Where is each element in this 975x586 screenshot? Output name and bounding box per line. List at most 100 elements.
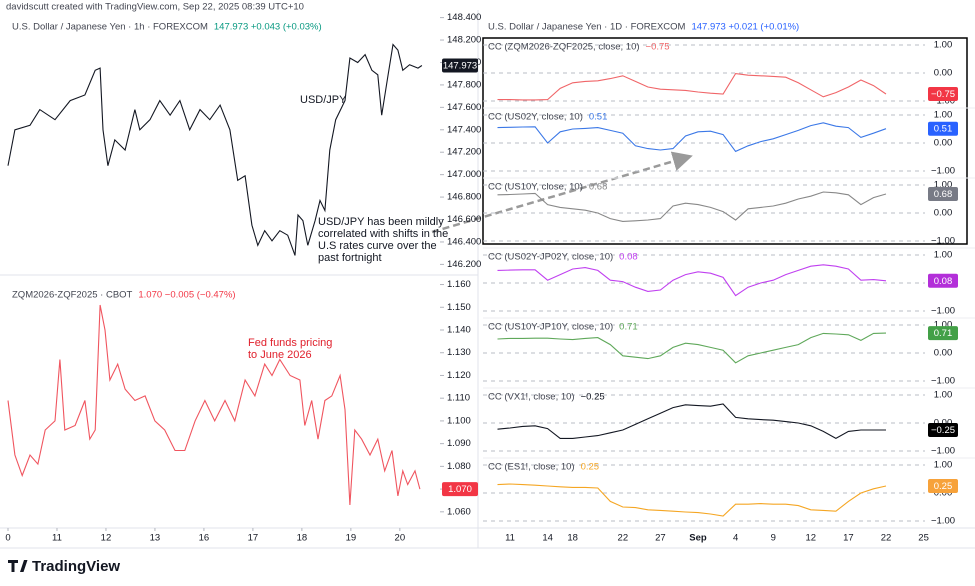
last-price-badge-bg — [442, 482, 478, 497]
correlation-line — [497, 122, 887, 153]
series-badge-bg — [928, 326, 958, 341]
quote: 1.070 −0.005 (−0.47%) — [138, 290, 235, 301]
annotation: USD/JPY — [300, 94, 347, 106]
series-value: 0.25 — [581, 462, 600, 473]
x-tick-label: 0 — [5, 533, 10, 544]
y-tick-label: 1.130 — [447, 347, 471, 358]
chart-title: U.S. Dollar / Japanese Yen · 1h · FOREXC… — [12, 22, 208, 33]
annotation: past fortnight — [318, 252, 382, 264]
y-tick-label: 1.00 — [934, 460, 953, 471]
series-badge-bg — [928, 121, 958, 136]
annotation: correlated with shifts in the — [318, 228, 448, 240]
brand: TradingView — [32, 558, 120, 575]
series-name: CC (US10Y-JP10Y, close, 10) — [488, 322, 613, 333]
y-tick-label: 1.110 — [447, 393, 470, 404]
watermark: davidscutt created with TradingView.com,… — [6, 2, 304, 13]
y-tick-label: 147.000 — [447, 169, 481, 180]
x-tick-label: 27 — [655, 533, 666, 544]
y-tick-label: −1.00 — [931, 306, 955, 317]
x-tick-label: 13 — [150, 533, 161, 544]
series-name: CC (US02Y-JP02Y, close, 10) — [488, 252, 613, 263]
y-tick-label: −1.00 — [931, 376, 955, 387]
correlation-line — [497, 73, 887, 101]
chart-title: ZQM2026-ZQF2025 · CBOT — [12, 290, 133, 301]
y-tick-label: 1.00 — [934, 390, 953, 401]
y-tick-label: 147.200 — [447, 147, 481, 158]
series-badge-bg — [928, 186, 958, 201]
correlation-line — [497, 403, 886, 440]
series-badge: 0.71 — [934, 328, 953, 339]
y-tick-label: −1.00 — [931, 236, 955, 247]
series-badge: 0.51 — [934, 124, 953, 135]
y-tick-label: 0.00 — [934, 138, 953, 149]
y-tick-label: 147.800 — [447, 79, 481, 90]
series-value: 0.68 — [589, 182, 608, 193]
y-tick-label: 146.600 — [447, 214, 481, 225]
y-tick-label: 147.400 — [447, 124, 481, 135]
x-tick-label: 22 — [618, 533, 629, 544]
logo: TradingView — [8, 558, 120, 575]
series-badge: 0.68 — [934, 189, 953, 200]
y-tick-label: 0.00 — [934, 208, 953, 219]
y-tick-label: 1.00 — [934, 180, 953, 191]
y-tick-label: 1.090 — [447, 438, 471, 449]
annotation: to June 2026 — [248, 349, 312, 361]
series-value: 0.71 — [619, 322, 638, 333]
x-tick-label: 17 — [843, 533, 854, 544]
x-tick-label: 14 — [542, 533, 553, 544]
x-tick-label: 11 — [52, 533, 62, 544]
x-tick-label: 18 — [567, 533, 578, 544]
x-tick-label: 9 — [771, 533, 776, 544]
y-tick-label: 148.400 — [447, 12, 481, 23]
x-tick-label: 11 — [505, 533, 515, 544]
series-value: 0.51 — [589, 112, 608, 123]
y-tick-label: 146.200 — [447, 259, 481, 270]
y-tick-label: −1.00 — [931, 96, 955, 107]
annotation: USD/JPY has been mildly — [318, 216, 444, 228]
price-line — [7, 43, 423, 256]
series-name: CC (ES1!, close, 10) — [488, 462, 575, 473]
y-tick-label: 1.080 — [447, 461, 471, 472]
series-badge: 0.08 — [934, 276, 953, 287]
y-tick-label: 1.100 — [447, 415, 471, 426]
chart-title: U.S. Dollar / Japanese Yen · 1D · FOREXC… — [488, 22, 686, 33]
y-tick-label: 148.200 — [447, 35, 481, 46]
series-name: CC (ZQM2026-ZQF2025, close, 10) — [488, 42, 640, 53]
quote: 147.973 +0.043 (+0.03%) — [214, 22, 322, 33]
y-tick-label: −1.00 — [931, 516, 955, 527]
series-value: −0.25 — [581, 392, 605, 403]
y-tick-label: 1.00 — [934, 320, 953, 331]
y-tick-label: 1.140 — [447, 325, 471, 336]
quote: 147.973 +0.021 (+0.01%) — [691, 22, 799, 33]
series-value: 0.08 — [619, 252, 638, 263]
x-tick-label: 12 — [101, 533, 112, 544]
y-tick-label: 1.160 — [447, 279, 471, 290]
y-tick-label: −1.00 — [931, 446, 955, 457]
y-tick-label: 1.00 — [934, 250, 953, 261]
series-badge-bg — [928, 423, 958, 437]
y-tick-label: 1.00 — [934, 40, 953, 51]
y-tick-label: 1.120 — [447, 370, 471, 381]
series-badge: −0.75 — [931, 89, 955, 100]
correlation-line — [497, 332, 887, 364]
y-tick-label: 146.800 — [447, 192, 481, 203]
logo-mark — [8, 560, 28, 572]
y-tick-label: 0.00 — [934, 488, 953, 499]
highlight-box — [482, 37, 968, 245]
x-tick-label: 20 — [395, 533, 406, 544]
series-name: CC (VX1!, close, 10) — [488, 392, 575, 403]
correlation-line — [497, 483, 887, 517]
price-line — [7, 304, 421, 506]
series-name: CC (US10Y, close, 10) — [488, 182, 583, 193]
y-tick-label: 146.400 — [447, 236, 481, 247]
correlation-line — [497, 191, 887, 222]
x-tick-label: 19 — [346, 533, 357, 544]
annotation: Fed funds pricing — [248, 337, 332, 349]
series-badge-bg — [928, 479, 958, 493]
y-tick-label: 147.600 — [447, 102, 481, 113]
y-tick-label: 1.150 — [447, 302, 471, 313]
series-badge: 0.25 — [934, 481, 953, 492]
x-tick-label: 17 — [248, 533, 259, 544]
